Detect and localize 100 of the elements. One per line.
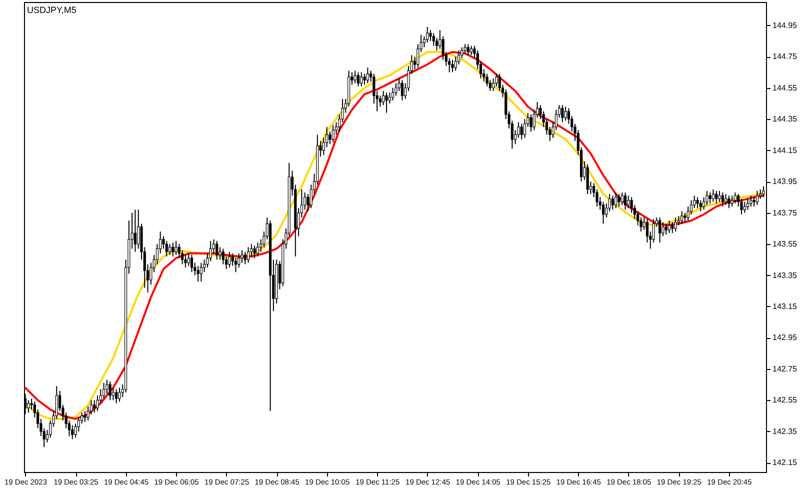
candlestick: [530, 114, 532, 132]
candlestick: [664, 223, 668, 236]
candlestick: [238, 252, 240, 268]
candlestick: [385, 92, 388, 114]
candlestick: [84, 410, 86, 423]
candlestick: [734, 192, 737, 204]
candlestick: [106, 379, 108, 394]
candlestick: [624, 192, 627, 210]
candlestick: [752, 196, 756, 208]
candlestick: [332, 124, 334, 144]
candlestick: [586, 164, 589, 195]
y-tick-label: 143.15: [772, 302, 798, 311]
candlestick: [190, 254, 194, 273]
candlestick: [680, 210, 684, 224]
candlestick: [724, 194, 728, 206]
y-tick-label: 144.75: [772, 52, 798, 62]
candlestick: [165, 240, 168, 258]
candlestick: [394, 82, 398, 96]
candlestick: [668, 220, 671, 234]
y-tick-label: 143.95: [772, 177, 798, 186]
candlestick: [174, 240, 178, 256]
candlestick: [486, 73, 488, 87]
candlestick: [93, 400, 96, 414]
candlestick: [228, 251, 231, 268]
candlestick: [27, 400, 30, 414]
candlestick: [712, 188, 715, 202]
candlestick: [611, 195, 614, 210]
y-tick-label: 144.35: [772, 114, 798, 124]
candlestick: [102, 382, 106, 400]
chart-title: USDJPY,M5: [27, 5, 76, 15]
y-tick-label: 144.95: [772, 20, 798, 30]
candlestick: [216, 240, 218, 260]
candlestick: [721, 192, 724, 208]
candlestick: [112, 387, 115, 401]
candlestick: [464, 44, 466, 54]
candlestick: [222, 248, 224, 265]
candlestick: [662, 222, 664, 237]
candlestick: [196, 265, 200, 282]
candlestick: [699, 200, 702, 212]
candlestick: [240, 250, 244, 264]
candlestick: [620, 192, 624, 206]
candlestick: [435, 37, 438, 51]
candlestick: [750, 195, 752, 208]
candlestick: [356, 72, 360, 87]
candlestick: [426, 26, 429, 44]
candlestick: [244, 251, 246, 265]
y-tick-label: 142.95: [772, 333, 798, 342]
candlestick: [706, 190, 708, 206]
candlestick: [466, 44, 470, 56]
candlestick: [115, 388, 118, 404]
candlestick: [696, 196, 699, 209]
candlestick: [360, 72, 363, 87]
candlestick: [234, 258, 238, 273]
candlestick: [429, 30, 432, 42]
candlestick: [684, 212, 686, 223]
y-tick-label: 143.35: [772, 270, 798, 280]
candlestick: [718, 190, 721, 202]
candlestick: [715, 190, 718, 204]
candlestick: [392, 87, 394, 101]
candlestick: [708, 192, 712, 204]
candlestick: [740, 198, 743, 215]
candlestick: [137, 209, 140, 250]
candlestick: [674, 216, 677, 232]
candlestick: [671, 222, 674, 234]
candlestick: [746, 198, 750, 210]
candlestick: [400, 80, 404, 101]
y-tick-label: 142.35: [772, 426, 798, 436]
candlestick: [118, 387, 121, 402]
candlestick: [184, 254, 187, 268]
candlestick: [728, 195, 730, 209]
candlestick: [618, 194, 620, 208]
candlestick: [602, 201, 605, 224]
candlestick: [378, 95, 382, 108]
candlestick: [187, 252, 190, 266]
candlestick: [363, 73, 366, 86]
candlestick: [398, 78, 400, 92]
candlestick: [200, 262, 202, 282]
candlestick: [354, 70, 356, 84]
candlestick: [134, 209, 137, 252]
candlestick: [168, 244, 172, 256]
candlestick: [492, 78, 495, 92]
candlestick: [328, 131, 332, 145]
candlestick: [71, 424, 74, 440]
candlestick: [108, 380, 112, 401]
candlestick: [246, 246, 250, 264]
candlestick: [520, 123, 523, 140]
candlestick: [743, 201, 746, 214]
candlestick: [388, 92, 391, 104]
candlestick: [451, 59, 454, 73]
candlestick: [256, 242, 260, 258]
y-tick-label: 143.75: [772, 208, 798, 218]
y-tick-label: 142.75: [772, 364, 798, 374]
y-tick-label: 143.55: [772, 240, 798, 249]
candlestick: [627, 195, 630, 209]
candlestick: [432, 32, 435, 46]
candlestick: [614, 192, 618, 209]
candlestick: [218, 246, 222, 260]
candlestick: [366, 67, 369, 84]
candlestick: [564, 106, 567, 122]
candlestick: [658, 216, 662, 243]
